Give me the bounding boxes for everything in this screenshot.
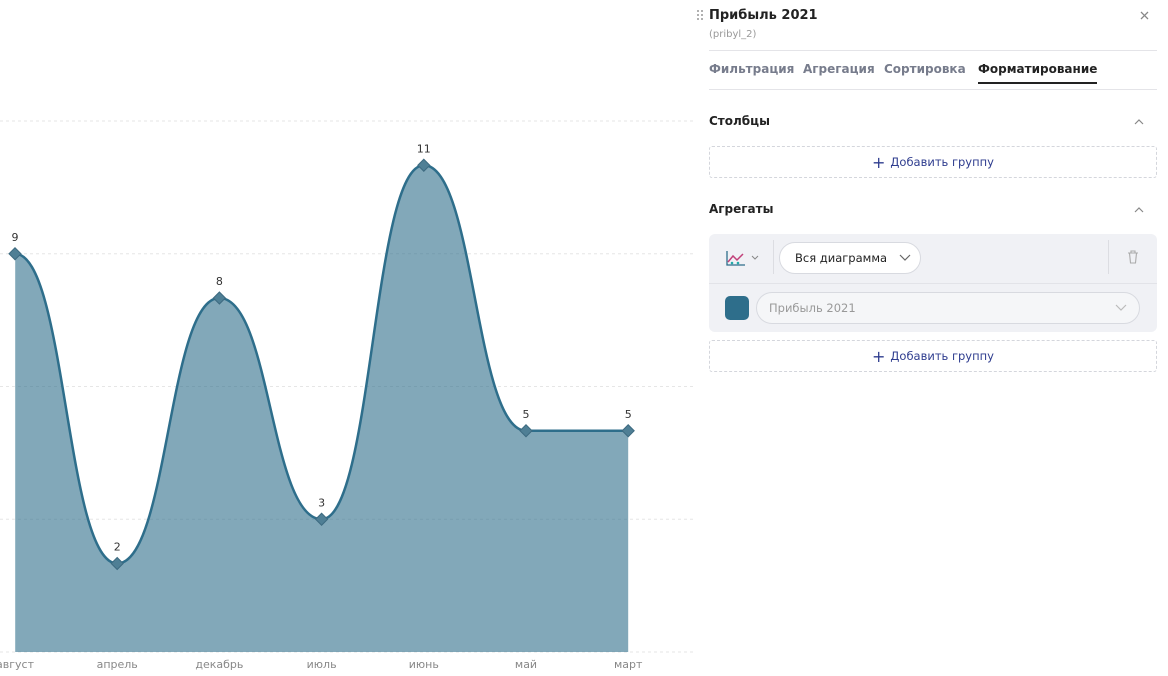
marker [8,247,22,261]
tab[interactable]: Агрегация [803,62,875,76]
value-label: 9 [12,231,19,244]
tab[interactable]: Фильтрация [709,62,795,76]
field-select[interactable]: Прибыль 2021 [756,292,1140,324]
section-title: Столбцы [709,114,770,128]
x-tick-label: май [515,658,537,671]
aggregate-box: Вся диаграмма Прибыль 2021 [709,234,1157,332]
value-label: 3 [318,496,325,509]
scope-label: Вся диаграмма [795,251,888,265]
value-label: 5 [523,408,530,421]
value-label: 11 [417,142,431,155]
section-title: Агрегаты [709,202,774,216]
panel-title: Прибыль 2021 [709,8,818,23]
settings-panel: Прибыль 2021 (pribyl_2) Фильтрация Агрег… [693,0,1168,676]
x-tick-label: июль [307,658,337,671]
add-group-button[interactable]: + Добавить группу [709,340,1157,372]
button-label: Добавить группу [890,349,994,363]
button-label: Добавить группу [890,155,994,169]
chart-type-select[interactable] [725,248,763,268]
panel-subtitle: (pribyl_2) [709,29,757,40]
x-tick-label: апрель [97,658,138,671]
chart: август апрель декабрь июль июнь май март 9 2 8 3 11… [0,120,693,671]
collapse-button[interactable] [1134,119,1144,125]
marker [621,424,635,438]
marker [519,424,533,438]
close-button[interactable] [1140,11,1149,20]
value-label: 8 [216,275,223,288]
marker [110,556,124,571]
value-label: 5 [625,408,632,421]
marker [417,158,431,172]
x-tick-label: август [0,658,35,671]
x-tick-label: декабрь [195,658,243,671]
color-swatch[interactable] [725,296,749,320]
marker [212,291,227,305]
delete-button[interactable] [1127,250,1139,264]
tab[interactable]: Сортировка [884,62,966,76]
add-group-button[interactable]: + Добавить группу [709,146,1157,178]
drag-handle[interactable] [697,10,703,20]
area [15,165,629,652]
field-label: Прибыль 2021 [769,301,856,315]
tab[interactable]: Форматирование [978,62,1098,84]
x-tick-label: март [614,658,643,671]
scope-select[interactable]: Вся диаграмма [779,242,921,274]
x-tick-label: июнь [409,658,439,671]
collapse-button[interactable] [1134,207,1144,213]
line [14,163,629,565]
value-label: 2 [114,541,121,554]
divider [709,89,1157,90]
marker [314,512,329,526]
divider [709,50,1157,51]
